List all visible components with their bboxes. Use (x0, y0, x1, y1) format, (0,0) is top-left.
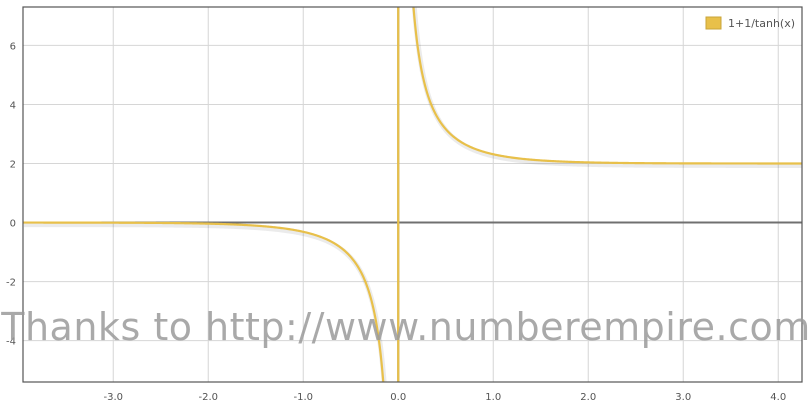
series-line-shadow (24, 222, 387, 382)
y-tick-label: 2 (10, 159, 16, 170)
x-tick-label: 1.0 (485, 392, 501, 403)
y-tick-label: -4 (6, 337, 16, 348)
y-tick-label: 4 (10, 100, 16, 111)
series (23, 7, 802, 382)
y-tick-label: 6 (10, 41, 16, 52)
y-tick-label: -2 (6, 278, 16, 289)
x-tick-label: 0.0 (390, 392, 406, 403)
legend: 1+1/tanh(x) (705, 16, 795, 30)
x-tick-label: -3.0 (103, 392, 123, 403)
series-line-left-branch (23, 221, 385, 382)
y-tick-label: 0 (10, 219, 16, 230)
plot-frame (22, 6, 803, 383)
series-line (23, 7, 802, 382)
x-tick-label: 3.0 (675, 392, 691, 403)
x-tick-label: -2.0 (198, 392, 218, 403)
legend-swatch (705, 16, 722, 30)
x-tick-label: 4.0 (770, 392, 786, 403)
series-line-shadow (411, 7, 802, 168)
series-line-right-branch (412, 7, 802, 165)
watermark: Thanks to http://www.numberempire.com (0, 305, 810, 349)
legend-label: 1+1/tanh(x) (728, 17, 795, 30)
x-tick-label: 2.0 (580, 392, 596, 403)
x-tick-label: -1.0 (293, 392, 313, 403)
tick-labels: -3.0 -2.0 -1.0 0.0 1.0 2.0 3.0 4.0 -4 -2 0 2 4 6 (6, 41, 786, 403)
